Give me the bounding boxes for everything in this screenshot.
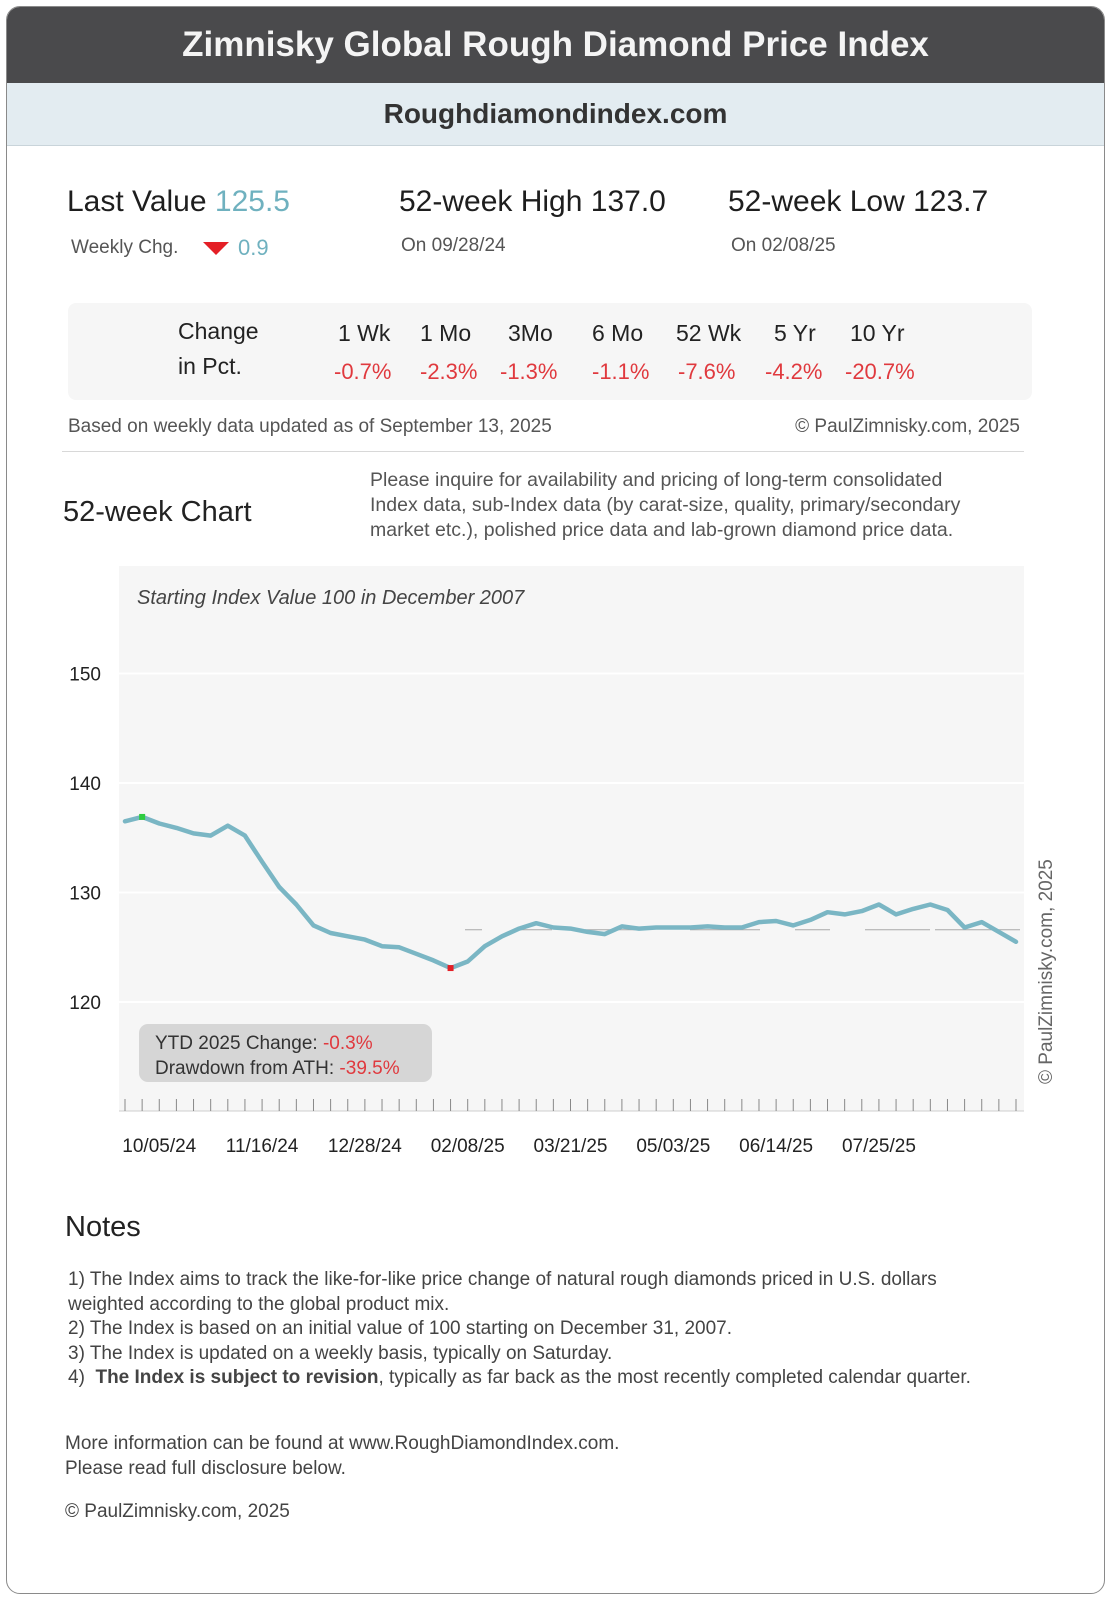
ytd-value: -0.3% xyxy=(323,1033,373,1054)
change-label-line2: in Pct. xyxy=(178,353,242,379)
drawdown-line: Drawdown from ATH: -39.5% xyxy=(155,1058,400,1079)
change-header-5yr: 5 Yr xyxy=(774,320,816,346)
change-value-5yr: -4.2% xyxy=(765,359,823,384)
y-tick-label: 130 xyxy=(69,884,101,905)
gridlines xyxy=(119,672,1024,1003)
x-tick-label: 12/28/24 xyxy=(328,1136,402,1157)
y-axis-labels: 120 130 140 150 xyxy=(69,665,101,1015)
index-line xyxy=(122,814,1019,971)
x-tick-label: 07/25/25 xyxy=(842,1136,916,1157)
x-tick-label: 06/14/25 xyxy=(739,1136,813,1157)
divider xyxy=(62,451,1024,452)
chart-heading: 52-week Chart xyxy=(63,496,252,528)
note-4-rest: , typically as far back as the most rece… xyxy=(378,1367,971,1388)
copyright-line: © PaulZimnisky.com, 2025 xyxy=(795,416,1020,437)
note-3: 3) The Index is updated on a weekly basi… xyxy=(68,1342,613,1364)
x-tick-label: 02/08/25 xyxy=(431,1136,505,1157)
x-tick-label: 11/16/24 xyxy=(226,1136,299,1157)
note-4-bold: The Index is subject to revision xyxy=(95,1367,379,1388)
note-2: 2) The Index is based on an initial valu… xyxy=(68,1318,733,1339)
ytd-label: YTD 2025 Change: xyxy=(155,1033,318,1054)
y-tick-label: 120 xyxy=(69,993,101,1014)
change-value-52wk: -7.6% xyxy=(678,359,736,384)
x-axis-labels: 10/05/24 11/16/24 12/28/24 02/08/25 03/21/25… xyxy=(122,1136,916,1157)
note-1: 1) The Index aims to track the like-for-… xyxy=(68,1269,937,1290)
y-tick-label: 150 xyxy=(69,665,101,686)
updated-text: Based on weekly data updated as of Septe… xyxy=(68,416,552,437)
notes-heading: Notes xyxy=(65,1211,141,1243)
high-label: 52-week High xyxy=(399,185,583,218)
low-value: 123.7 xyxy=(913,185,989,218)
notes-list: 1) The Index aims to track the like-for-… xyxy=(68,1268,971,1391)
chart-watermark: © PaulZimnisky.com, 2025 xyxy=(1036,859,1057,1084)
high-point-marker xyxy=(139,813,146,820)
inquiry-line: Index data, sub-Index data (by carat-siz… xyxy=(370,494,961,516)
change-header-1wk: 1 Wk xyxy=(338,320,391,346)
series-layer xyxy=(122,813,1019,972)
note-4-number: 4) xyxy=(68,1367,85,1388)
x-tick-label: 03/21/25 xyxy=(534,1136,608,1157)
high-value: 137.0 xyxy=(590,185,666,218)
low-date: On 02/08/25 xyxy=(731,235,836,256)
change-header-10yr: 10 Yr xyxy=(850,320,905,346)
inquiry-line: market etc.), polished price data and la… xyxy=(370,519,954,541)
high-block: 52-week High 137.0 xyxy=(399,185,666,219)
more-info-text: More information can be found at www.Rou… xyxy=(65,1433,620,1454)
low-block: 52-week Low 123.7 xyxy=(728,185,988,219)
note-1-cont: weighted according to the global product… xyxy=(68,1293,450,1315)
last-value-block: Last Value 125.5 xyxy=(67,185,290,219)
inquiry-line: Please inquire for availability and pric… xyxy=(370,469,943,491)
chart-annotation: Starting Index Value 100 in December 200… xyxy=(137,587,525,609)
low-point-marker xyxy=(447,965,454,972)
ytd-box xyxy=(139,1024,432,1082)
x-tick-label: 10/05/24 xyxy=(122,1136,196,1157)
change-table xyxy=(68,303,1032,400)
change-value-3mo: -1.3% xyxy=(500,359,558,384)
more-info-block: More information can be found at www.Rou… xyxy=(65,1432,619,1481)
change-value-1mo: -2.3% xyxy=(420,359,478,384)
inquiry-text: Please inquire for availability and pric… xyxy=(370,468,960,543)
drawdown-value: -39.5% xyxy=(339,1058,399,1079)
disclosure-text: Please read full disclosure below. xyxy=(65,1457,346,1479)
low-label: 52-week Low xyxy=(728,185,905,218)
down-arrow-icon xyxy=(203,242,229,255)
last-value: 125.5 xyxy=(214,185,290,218)
page-title: Zimnisky Global Rough Diamond Price Inde… xyxy=(7,7,1104,83)
drawdown-label: Drawdown from ATH: xyxy=(155,1058,334,1079)
weekly-change-label: Weekly Chg. xyxy=(71,237,179,258)
change-header-3mo: 3Mo xyxy=(508,320,553,346)
x-tick-label: 05/03/25 xyxy=(636,1136,710,1157)
change-label-line1: Change xyxy=(178,318,259,344)
last-value-label: Last Value xyxy=(67,185,207,218)
weekly-change-value: 0.9 xyxy=(238,235,269,260)
x-axis-ticks xyxy=(119,1099,1024,1112)
change-header-52wk: 52 Wk xyxy=(676,320,742,346)
note-4: 4) The Index is subject to revision, typ… xyxy=(68,1366,971,1391)
site-link[interactable]: Roughdiamondindex.com xyxy=(7,83,1104,146)
y-tick-label: 140 xyxy=(69,774,101,795)
high-date: On 09/28/24 xyxy=(401,235,506,256)
footer-copyright: © PaulZimnisky.com, 2025 xyxy=(65,1501,290,1522)
change-header-6mo: 6 Mo xyxy=(592,320,644,346)
change-value-1wk: -0.7% xyxy=(334,359,392,384)
change-header-1mo: 1 Mo xyxy=(420,320,472,346)
plot-area xyxy=(119,566,1024,1111)
change-value-10yr: -20.7% xyxy=(845,359,915,384)
change-value-6mo: -1.1% xyxy=(592,359,650,384)
ytd-line: YTD 2025 Change: -0.3% xyxy=(155,1033,373,1054)
